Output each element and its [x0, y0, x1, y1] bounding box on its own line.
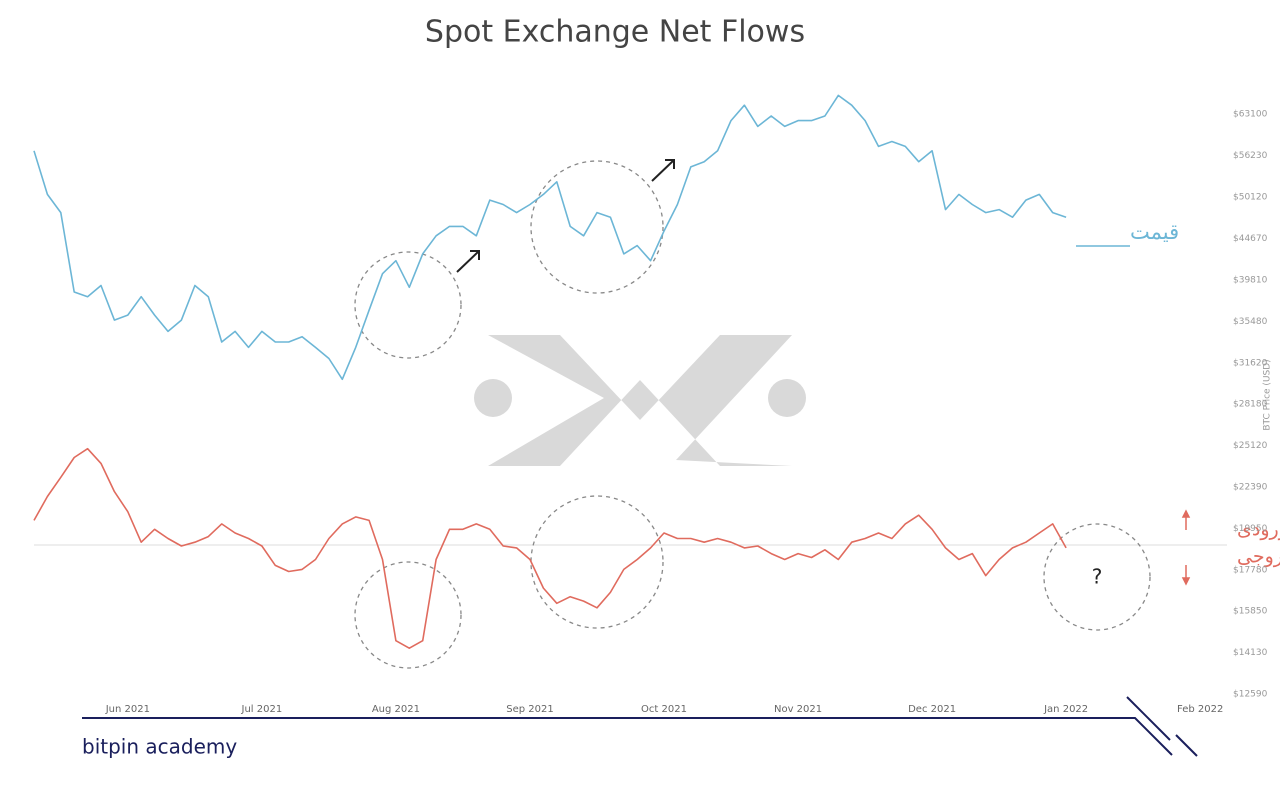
annotation: ? — [1092, 565, 1103, 589]
y-tick-label: $15850 — [1233, 607, 1268, 617]
y-tick-label: $28180 — [1233, 400, 1268, 410]
y-tick-label: $19950 — [1233, 524, 1268, 534]
y-tick-label: $35480 — [1233, 317, 1268, 327]
annotation: جریان ورودی — [1237, 519, 1280, 541]
x-tick-label: Dec 2021 — [908, 704, 956, 715]
highlight-circle — [1043, 523, 1151, 631]
y-tick-label: $31620 — [1233, 358, 1268, 368]
x-tick-label: Jul 2021 — [241, 704, 283, 715]
x-tick-label: Oct 2021 — [641, 704, 687, 715]
footer-lines — [82, 696, 1198, 757]
highlight-circle — [530, 160, 664, 294]
y-axis-title: BTC Price (USD) — [1263, 359, 1273, 430]
y-tick-label: $63100 — [1233, 110, 1268, 120]
y-tick-label: $56230 — [1233, 151, 1268, 161]
highlight-circle — [530, 495, 664, 629]
footer: bitpin academy — [82, 735, 237, 759]
x-tick-label: Jun 2021 — [105, 704, 150, 715]
y-tick-label: $39810 — [1233, 275, 1268, 285]
chart-title: Spot Exchange Net Flows — [425, 15, 805, 50]
annotation: جریان خروجی — [1237, 546, 1280, 568]
x-tick-label: Jan 2022 — [1043, 704, 1088, 715]
highlight-circle — [354, 251, 462, 359]
x-tick-label: Aug 2021 — [372, 704, 420, 715]
y-tick-label: $44670 — [1233, 234, 1268, 244]
arrows — [456, 159, 675, 273]
x-tick-label: Feb 2022 — [1177, 704, 1223, 715]
highlight-circle — [354, 561, 462, 669]
y-tick-label: $50120 — [1233, 193, 1268, 203]
y-tick-label: $17780 — [1233, 565, 1268, 575]
x-tick-label: Nov 2021 — [774, 704, 822, 715]
series-line — [33, 447, 1067, 649]
flow-direction-arrows — [1181, 509, 1191, 586]
x-tick-label: Sep 2021 — [506, 704, 553, 715]
y-tick-label: $22390 — [1233, 482, 1268, 492]
watermark-logo — [474, 335, 806, 466]
series-line — [33, 94, 1067, 381]
y-tick-label: $25120 — [1233, 441, 1268, 451]
series-label: قیمت — [1130, 220, 1179, 244]
y-tick-label: $14130 — [1233, 648, 1268, 658]
y-tick-label: $12590 — [1233, 690, 1268, 700]
